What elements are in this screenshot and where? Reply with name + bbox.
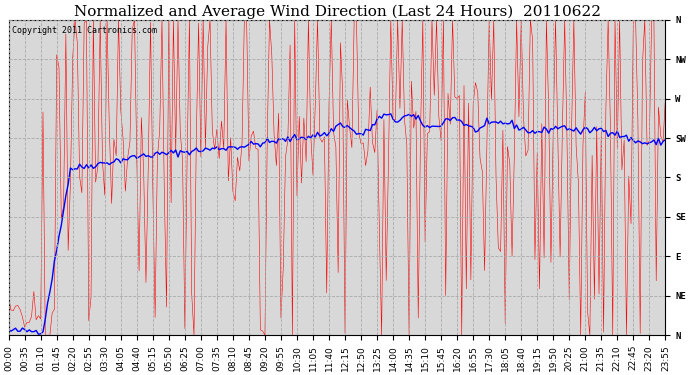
Title: Normalized and Average Wind Direction (Last 24 Hours)  20110622: Normalized and Average Wind Direction (L… — [74, 4, 600, 18]
Text: Copyright 2011 Cartronics.com: Copyright 2011 Cartronics.com — [12, 26, 157, 35]
